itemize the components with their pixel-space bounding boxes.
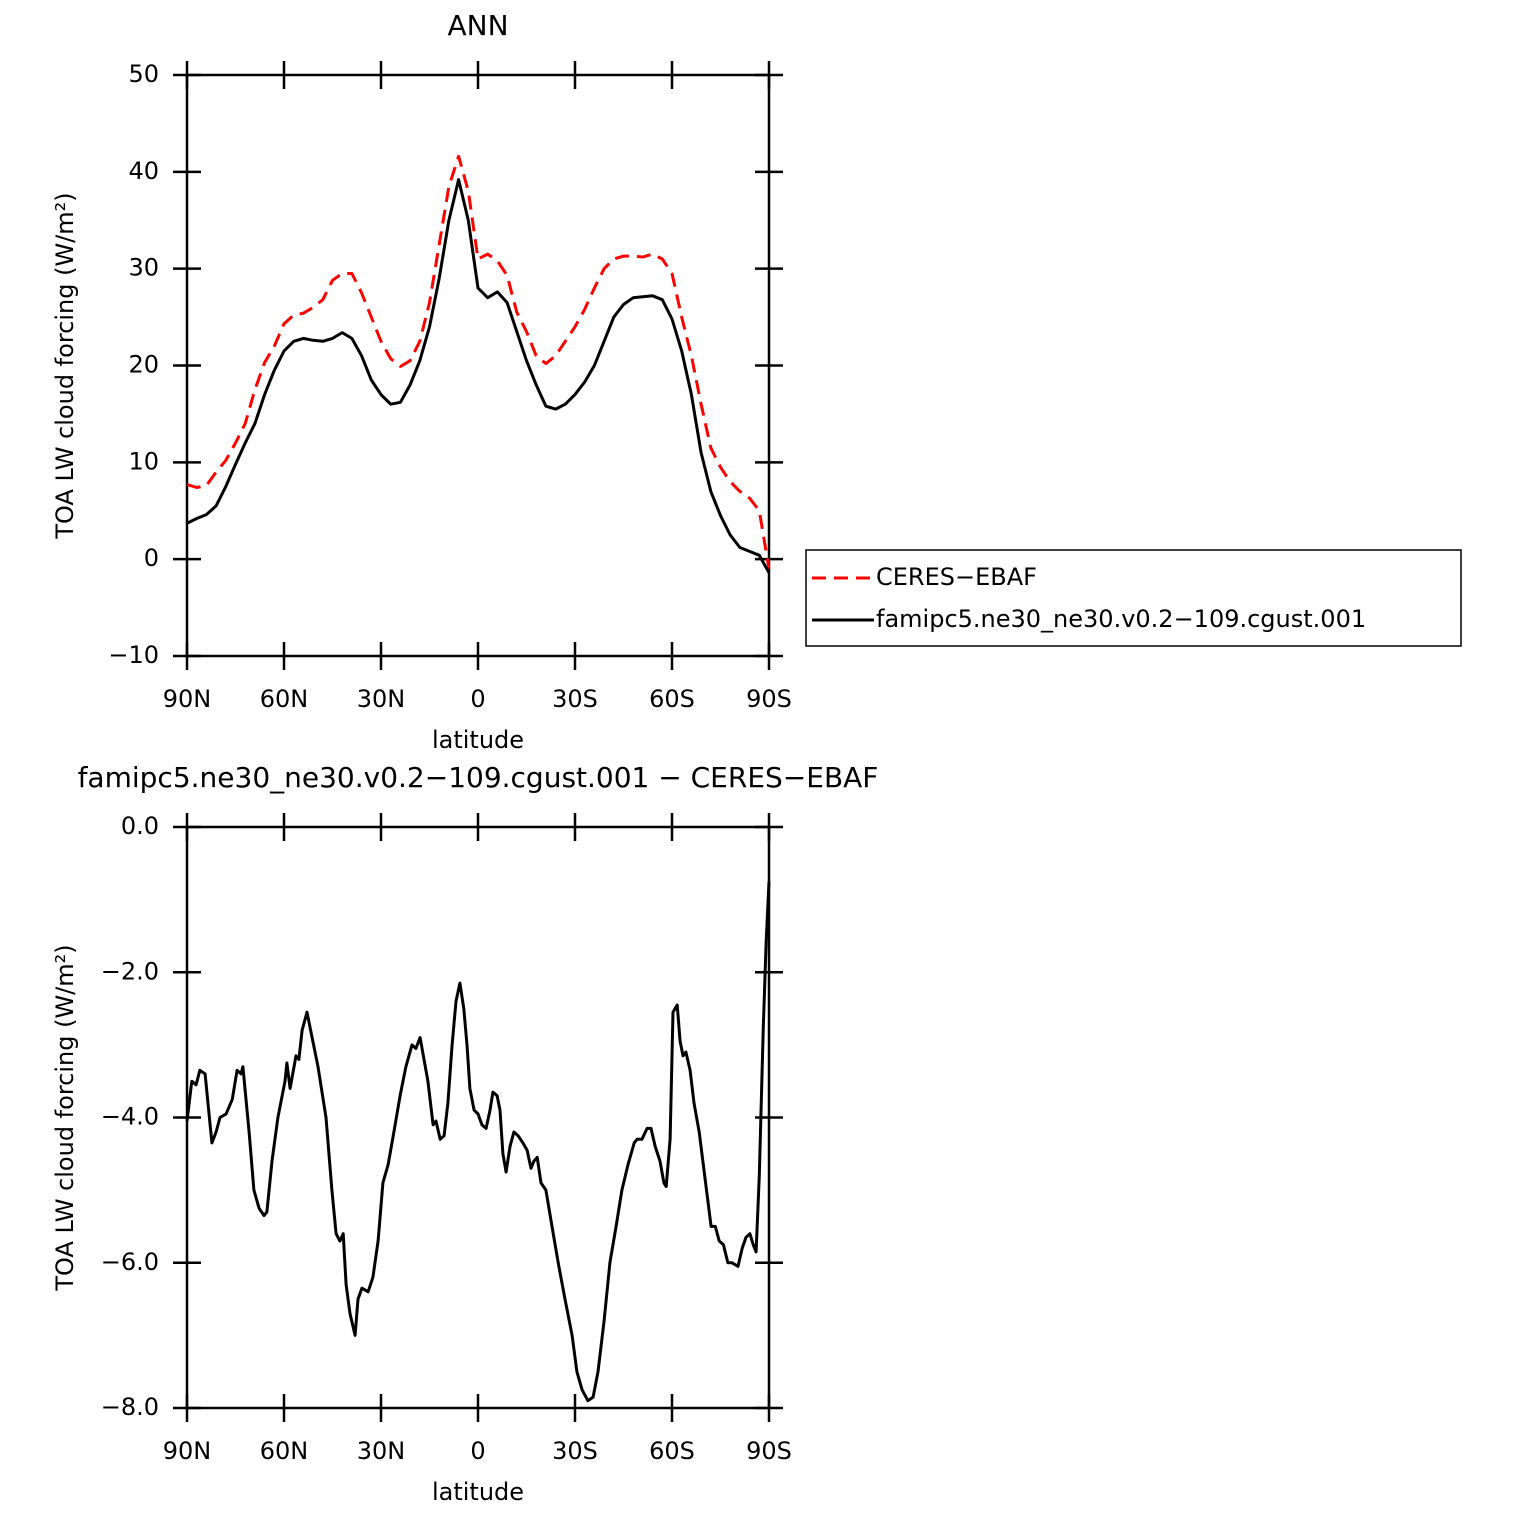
chart-title: famipc5.ne30_ne30.v0.2−109.cgust.001 − C… xyxy=(78,761,879,794)
x-tick-label: 0 xyxy=(470,1437,485,1465)
y-tick-label: −2.0 xyxy=(101,957,159,985)
legend-box xyxy=(805,549,1462,647)
series-line xyxy=(186,178,771,574)
x-tick-label: 90S xyxy=(746,685,792,713)
y-tick-label: 30 xyxy=(128,254,159,282)
y-tick-label: 0.0 xyxy=(121,812,159,840)
y-tick-label: 40 xyxy=(128,157,159,185)
legend-label: CERES−EBAF xyxy=(876,563,1037,591)
x-tick-label: 30N xyxy=(357,685,406,713)
x-tick-label: 30N xyxy=(357,1437,406,1465)
x-axis-label: latitude xyxy=(432,1478,524,1506)
x-tick-label: 60S xyxy=(649,1437,695,1465)
y-axis-label: TOA LW cloud forcing (W/m²) xyxy=(51,192,79,539)
y-tick-label: −10 xyxy=(108,641,159,669)
y-tick-label: 20 xyxy=(128,351,159,379)
x-axis-label: latitude xyxy=(432,726,524,754)
y-tick-label: −4.0 xyxy=(101,1103,159,1131)
y-tick-label: 50 xyxy=(128,60,159,88)
x-tick-label: 30S xyxy=(552,685,598,713)
legend-label: famipc5.ne30_ne30.v0.2−109.cgust.001 xyxy=(876,605,1366,633)
x-tick-label: 90S xyxy=(746,1437,792,1465)
x-tick-label: 0 xyxy=(470,685,485,713)
x-tick-label: 60S xyxy=(649,685,695,713)
y-tick-label: 10 xyxy=(128,447,159,475)
plot-frame xyxy=(185,73,771,658)
x-tick-label: 30S xyxy=(552,1437,598,1465)
y-tick-label: −6.0 xyxy=(101,1248,159,1276)
x-tick-label: 90N xyxy=(163,685,212,713)
series-line xyxy=(186,154,771,570)
x-tick-label: 90N xyxy=(163,1437,212,1465)
x-tick-label: 60N xyxy=(260,685,309,713)
y-tick-label: −8.0 xyxy=(101,1393,159,1421)
series-line xyxy=(185,881,771,1403)
chart-title: ANN xyxy=(447,9,508,42)
x-tick-label: 60N xyxy=(260,1437,309,1465)
y-axis-label: TOA LW cloud forcing (W/m²) xyxy=(51,944,79,1291)
y-tick-label: 0 xyxy=(144,544,159,572)
